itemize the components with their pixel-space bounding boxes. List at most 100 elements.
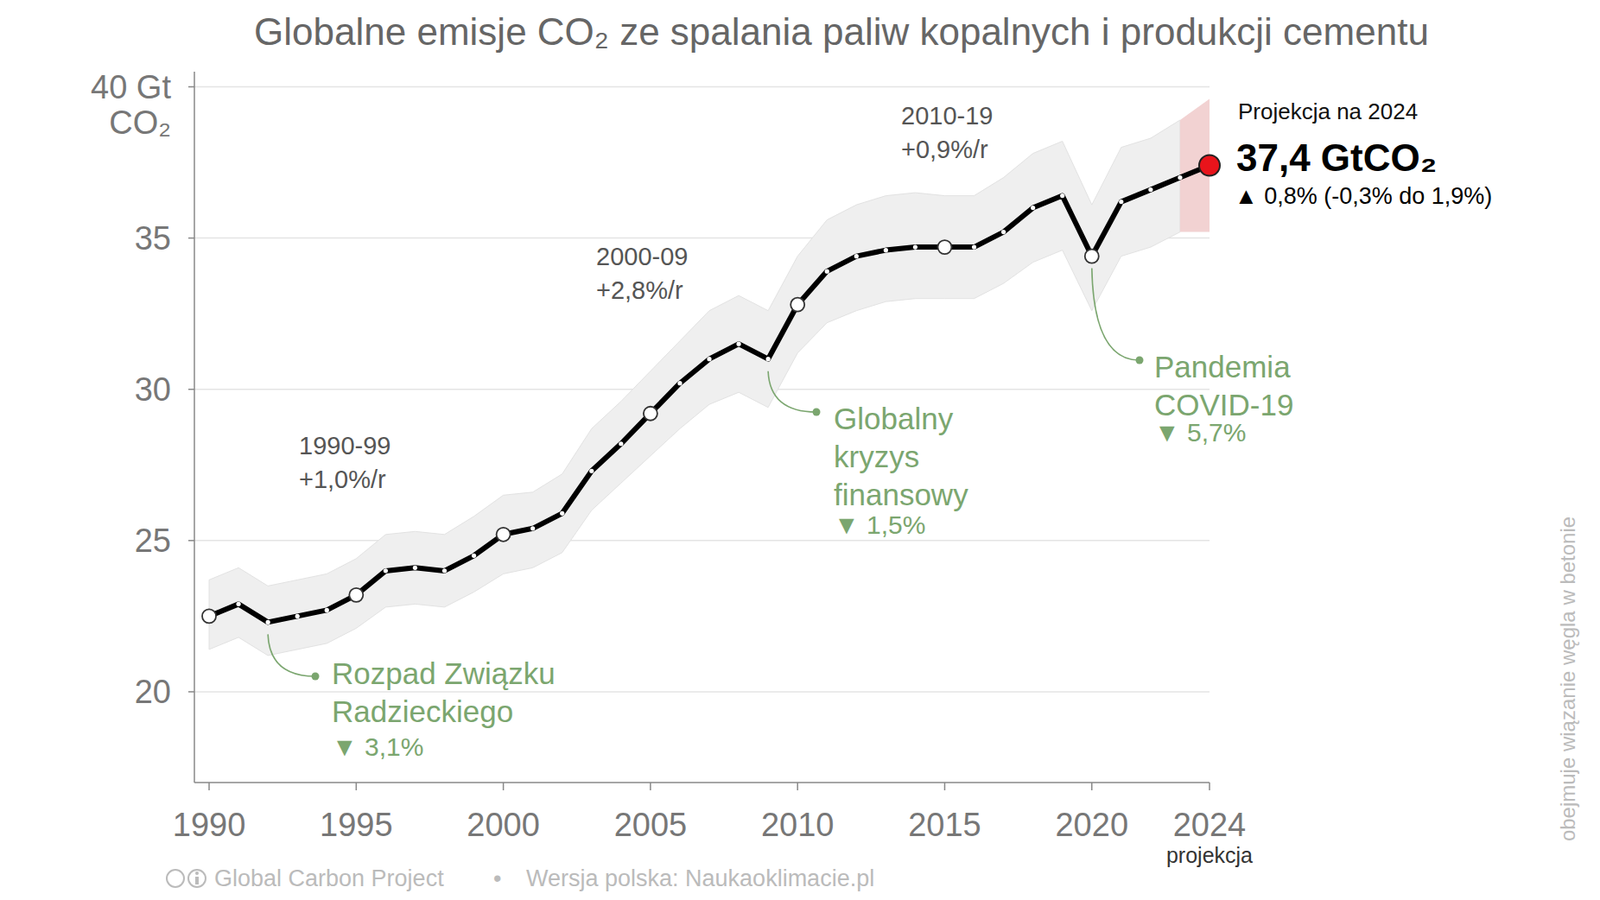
event-dot: [1136, 356, 1144, 365]
y-tick-label: 40 Gt: [90, 69, 172, 106]
x-tick: [944, 782, 947, 791]
marker-minor: [530, 526, 535, 531]
marker-minor: [766, 356, 771, 362]
x-tick-label: 1995: [319, 806, 394, 844]
marker-major: [202, 609, 216, 623]
marker-minor: [913, 245, 918, 250]
event-change: ▼ 3,1%: [331, 732, 424, 762]
y-tick-label: 25: [134, 522, 172, 559]
marker-minor: [1060, 193, 1065, 198]
marker-minor: [854, 253, 859, 259]
plot-area: [209, 99, 1210, 656]
x-tick-label: 2020: [1054, 806, 1129, 844]
marker-minor: [706, 356, 712, 362]
marker-major: [937, 240, 952, 254]
marker-minor: [266, 620, 271, 625]
marker-minor: [471, 553, 477, 559]
marker-minor: [559, 511, 565, 516]
x-tick-label: 2015: [907, 806, 982, 844]
marker-major: [349, 588, 363, 603]
event-label: finansowy: [833, 477, 969, 512]
period-annotation: +1,0%/r: [298, 465, 387, 494]
emission-line: [209, 165, 1210, 623]
projection-value: 37,4 GtCO₂: [1236, 136, 1437, 179]
source: •: [493, 865, 502, 892]
x-tick-label: 2010: [761, 806, 835, 844]
marker-minor: [589, 469, 594, 474]
x-tick: [649, 782, 652, 791]
icon-body: [195, 876, 199, 885]
event-dot: [812, 408, 821, 417]
period-annotation: 2000-09: [596, 242, 688, 271]
marker-minor: [412, 565, 418, 571]
event-leader: [768, 371, 817, 413]
title: Globalne emisje CO₂ ze spalania paliw ko…: [253, 10, 1429, 53]
y-tick: [188, 237, 195, 240]
marker-minor: [736, 342, 741, 347]
marker-minor: [1118, 199, 1124, 204]
x-axis: [194, 781, 1210, 784]
x-tick-label: 1990: [172, 806, 247, 844]
marker-major: [643, 406, 658, 421]
x-tick-label: 2005: [614, 806, 688, 844]
y-tick-label: 20: [134, 673, 172, 711]
marker-minor: [825, 269, 830, 274]
event-label: Radzieckiego: [331, 694, 514, 729]
marker-major: [496, 527, 511, 542]
x-note: projekcja: [1166, 843, 1253, 868]
event-label: kryzys: [833, 439, 920, 474]
event-label: COVID-19: [1154, 387, 1294, 422]
x-tick: [502, 782, 505, 791]
x-tick: [796, 782, 799, 791]
y-tick: [188, 691, 195, 693]
icon-circle: [188, 869, 206, 888]
event-label: Pandemia: [1154, 349, 1291, 384]
y-tick-label: 30: [134, 371, 172, 408]
period-annotation: 1990-99: [298, 431, 391, 460]
license-icon: [166, 869, 206, 888]
uncertainty-band: [209, 120, 1181, 656]
y-tick: [188, 86, 195, 89]
grid-line: [194, 539, 1210, 542]
marker-minor: [1001, 229, 1006, 235]
event-change: ▼ 5,7%: [1154, 418, 1246, 447]
marker-minor: [618, 441, 623, 446]
marker-minor: [442, 568, 447, 573]
event-label: Globalny: [833, 401, 954, 436]
source: Wersja polska: Naukaoklimacie.pl: [526, 865, 875, 892]
y-axis: [193, 71, 196, 783]
marker-major: [790, 298, 805, 312]
marker-minor: [677, 380, 682, 386]
event-leader: [1092, 268, 1140, 361]
y-tick: [188, 388, 195, 391]
markers: [202, 155, 1220, 625]
period-annotation: +0,9%/r: [901, 135, 989, 164]
side-note: obejmuje wiązanie węgla w betonie: [1555, 516, 1580, 842]
event-label: Rozpad Związku: [331, 656, 556, 691]
grid-line: [194, 691, 1210, 693]
event-dot: [311, 673, 320, 681]
chart: Globalne emisje CO₂ ze spalania paliw ko…: [0, 0, 1600, 900]
x-tick: [1091, 782, 1093, 791]
projection-point: [1199, 155, 1220, 177]
marker-minor: [1177, 175, 1182, 180]
y-tick: [188, 539, 195, 542]
grid: [194, 87, 1210, 693]
icon-dot: [195, 871, 199, 876]
x-tick: [1208, 782, 1211, 791]
x-tick: [208, 782, 210, 791]
marker-minor: [324, 608, 330, 613]
marker-minor: [383, 568, 388, 573]
marker-minor: [883, 247, 889, 253]
marker-minor: [295, 614, 300, 619]
marker-major: [1085, 249, 1099, 264]
period-annotation: 2010-19: [901, 101, 993, 130]
event-leader: [267, 634, 316, 677]
y-tick-label: 35: [134, 220, 172, 257]
marker-minor: [235, 602, 241, 607]
marker-minor: [1148, 187, 1153, 192]
x-tick: [355, 782, 358, 791]
marker-minor: [1030, 205, 1035, 210]
page: {"chart_data": { "type": "line", "title"…: [0, 0, 1600, 900]
projection-title: Projekcja na 2024: [1238, 98, 1418, 125]
